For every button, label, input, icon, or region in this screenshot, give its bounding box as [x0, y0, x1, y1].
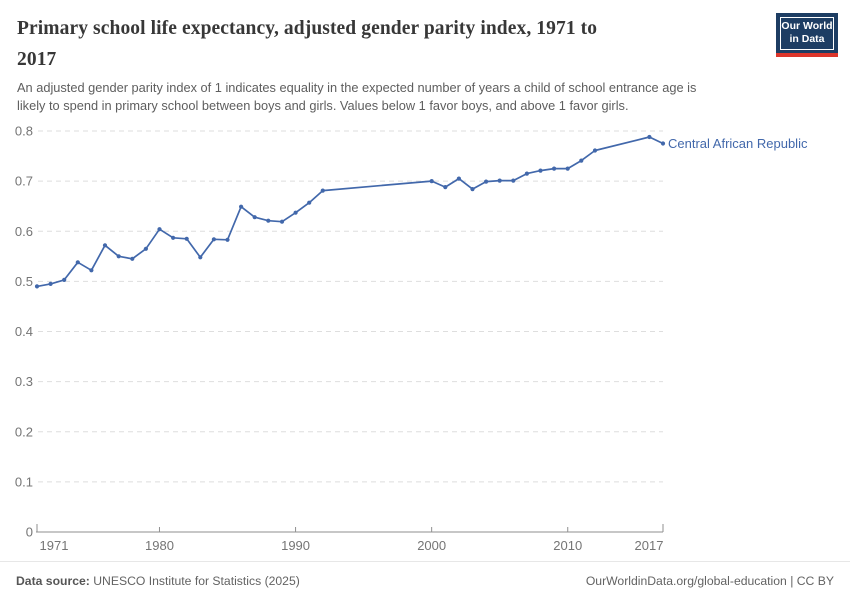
owid-logo-text-line2: in Data — [789, 33, 825, 45]
data-point[interactable] — [497, 178, 502, 183]
chart-title-line2: 2017 — [17, 49, 57, 70]
data-point[interactable] — [102, 243, 108, 248]
y-tick-label: 0.4 — [15, 324, 33, 339]
data-point[interactable] — [470, 187, 475, 192]
series-line[interactable] — [36, 136, 664, 288]
data-point[interactable] — [592, 148, 598, 153]
data-point[interactable] — [157, 227, 162, 232]
data-source-text: UNESCO Institute for Statistics (2025) — [93, 574, 300, 588]
data-point[interactable] — [171, 235, 176, 240]
data-point[interactable] — [320, 188, 325, 193]
y-tick-label: 0.2 — [15, 424, 33, 439]
x-tick-label: 1980 — [145, 538, 174, 553]
x-tick-label: 1971 — [40, 538, 69, 553]
y-tick-label: 0.3 — [15, 374, 33, 389]
data-point[interactable] — [116, 254, 121, 259]
data-source-label: Data source: — [16, 574, 90, 588]
data-point[interactable] — [211, 237, 216, 242]
data-point[interactable] — [75, 260, 80, 265]
chart-footer: Data source: UNESCO Institute for Statis… — [0, 561, 850, 600]
data-point[interactable] — [198, 255, 203, 260]
chart-subtitle-line2: likely to spend in primary school betwee… — [17, 98, 629, 113]
data-point[interactable] — [307, 200, 312, 205]
chart-subtitle-line1: An adjusted gender parity index of 1 ind… — [17, 80, 697, 95]
data-point[interactable] — [511, 178, 516, 183]
data-point[interactable] — [538, 168, 543, 173]
y-tick-label: 0.5 — [15, 274, 33, 289]
owid-logo: Our World in Data — [776, 13, 838, 57]
x-tick-label: 2017 — [635, 538, 664, 553]
chart-subtitle: An adjusted gender parity index of 1 ind… — [17, 79, 765, 115]
data-point[interactable] — [34, 284, 40, 289]
x-tick-label: 1990 — [281, 538, 310, 553]
data-point[interactable] — [89, 268, 94, 273]
y-tick-label: 0.8 — [15, 124, 33, 139]
data-point[interactable] — [524, 171, 530, 176]
entity-label[interactable]: Central African Republic — [668, 136, 808, 151]
chart-header: Primary school life expectancy, adjusted… — [17, 13, 765, 115]
y-tick-label: 0 — [26, 525, 33, 540]
data-point[interactable] — [252, 215, 257, 220]
owid-logo-text-line1: Our World — [781, 20, 833, 32]
data-point[interactable] — [184, 236, 189, 241]
data-point[interactable] — [293, 210, 298, 215]
data-point[interactable] — [143, 246, 148, 251]
data-point[interactable] — [62, 277, 67, 282]
data-source-note: Data source: UNESCO Institute for Statis… — [16, 574, 300, 588]
y-tick-label: 0.7 — [15, 174, 33, 189]
data-point[interactable] — [266, 218, 271, 223]
x-tick-label: 2010 — [553, 538, 582, 553]
data-point[interactable] — [48, 281, 53, 286]
data-point[interactable] — [429, 179, 434, 184]
data-point[interactable] — [225, 237, 230, 242]
y-tick-label: 0.6 — [15, 224, 33, 239]
x-tick-label: 2000 — [417, 538, 446, 553]
data-point[interactable] — [456, 176, 461, 181]
credit-link[interactable]: OurWorldinData.org/global-education | CC… — [585, 574, 834, 588]
data-point[interactable] — [552, 166, 557, 171]
data-point[interactable] — [443, 185, 448, 190]
y-tick-label: 0.1 — [15, 474, 33, 489]
data-point[interactable] — [130, 256, 135, 261]
chart-title: Primary school life expectancy, adjusted… — [17, 13, 765, 75]
data-point[interactable] — [484, 179, 489, 184]
data-point[interactable] — [279, 219, 285, 224]
data-point[interactable] — [660, 141, 666, 146]
chart-title-line1: Primary school life expectancy, adjusted… — [17, 18, 598, 39]
data-point[interactable] — [565, 166, 570, 171]
data-point[interactable] — [647, 134, 652, 140]
data-point[interactable] — [579, 158, 584, 163]
owid-logo-frame: Our World in Data — [780, 16, 834, 50]
data-point[interactable] — [239, 204, 244, 209]
